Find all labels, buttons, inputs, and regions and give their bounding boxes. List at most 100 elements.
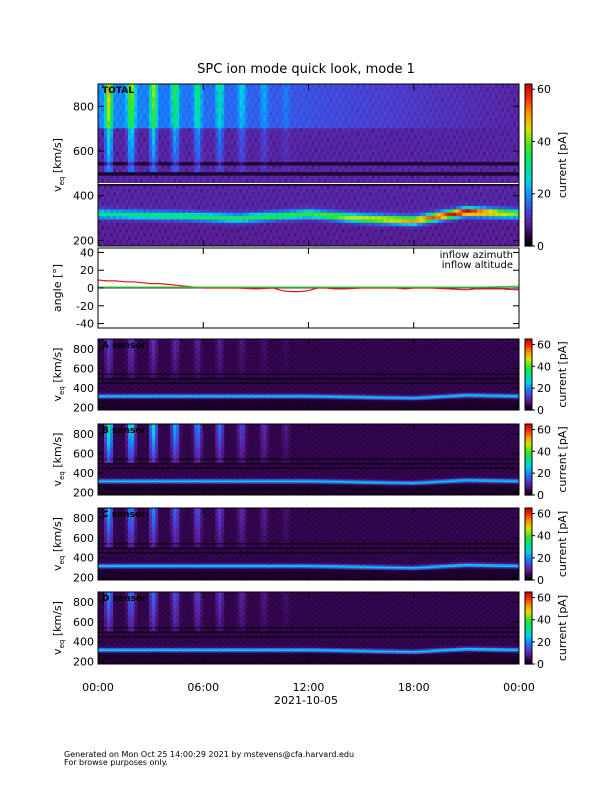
heatmap-cell xyxy=(140,229,144,233)
heatmap-cell xyxy=(305,233,309,237)
heatmap-cell xyxy=(260,162,264,166)
heatmap-cell xyxy=(381,206,385,210)
heatmap-cell xyxy=(321,226,325,230)
heatmap-cell xyxy=(399,125,403,129)
heatmap-cell xyxy=(324,135,328,139)
heatmap-cell xyxy=(248,202,252,206)
heatmap-cell xyxy=(113,175,117,179)
heatmap-cell xyxy=(272,195,276,199)
heatmap-cell xyxy=(275,135,279,139)
heatmap-cell xyxy=(197,219,201,223)
heatmap-cell xyxy=(354,189,358,193)
heatmap-cell xyxy=(149,158,153,162)
heatmap-cell xyxy=(167,148,171,152)
heatmap-cell xyxy=(209,94,213,98)
heatmap-cell xyxy=(345,202,349,206)
heatmap-cell xyxy=(221,148,225,152)
heatmap-cell xyxy=(233,179,237,183)
heatmap-cell xyxy=(366,216,370,220)
heatmap-cell xyxy=(194,84,198,88)
heatmap-cell xyxy=(281,101,285,105)
heatmap-cell xyxy=(296,185,300,189)
heatmap-cell xyxy=(345,158,349,162)
heatmap-cell xyxy=(158,111,162,115)
heatmap-cell xyxy=(230,87,234,91)
heatmap-cell xyxy=(269,229,273,233)
heatmap-cell xyxy=(360,226,364,230)
heatmap-cell xyxy=(122,172,126,176)
heatmap-cell xyxy=(375,125,379,129)
heatmap-cell xyxy=(369,128,373,132)
heatmap-cell xyxy=(312,222,316,226)
heatmap-cell xyxy=(284,192,288,196)
heatmap-cell xyxy=(305,111,309,115)
heatmap-cell xyxy=(215,236,219,240)
heatmap-cell xyxy=(351,206,355,210)
heatmap-cell xyxy=(363,152,367,156)
heatmap-cell xyxy=(254,236,258,240)
heatmap-cell xyxy=(387,114,391,118)
heatmap-cell xyxy=(305,199,309,203)
heatmap-cell xyxy=(239,162,243,166)
heatmap-cell xyxy=(342,111,346,115)
heatmap-cell xyxy=(116,131,120,135)
heatmap-cell xyxy=(405,125,409,129)
heatmap-cell xyxy=(390,108,394,112)
heatmap-cell xyxy=(176,209,180,213)
heatmap-cell xyxy=(263,202,267,206)
heatmap-cell xyxy=(360,212,364,216)
heatmap-cell xyxy=(351,108,355,112)
heatmap-cell xyxy=(152,101,156,105)
heatmap-cell xyxy=(363,212,367,216)
heatmap-cell xyxy=(357,229,361,233)
heatmap-cell xyxy=(119,121,123,125)
heatmap-cell xyxy=(239,236,243,240)
heatmap-cell xyxy=(209,101,213,105)
heatmap-cell xyxy=(149,192,153,196)
heatmap-cell xyxy=(393,118,397,122)
heatmap-cell xyxy=(182,121,186,125)
heatmap-cell xyxy=(155,165,159,169)
heatmap-cell xyxy=(110,108,114,112)
heatmap-cell xyxy=(113,209,117,213)
heatmap-cell xyxy=(149,138,153,142)
heatmap-cell xyxy=(263,135,267,139)
heatmap-cell xyxy=(206,165,210,169)
heatmap-cell xyxy=(408,128,412,132)
heatmap-cell xyxy=(390,104,394,108)
heatmap-cell xyxy=(233,94,237,98)
heatmap-cell xyxy=(396,125,400,129)
heatmap-cell xyxy=(236,165,240,169)
heatmap-cell xyxy=(287,152,291,156)
heatmap-cell xyxy=(299,216,303,220)
heatmap-cell xyxy=(116,239,120,243)
heatmap-cell xyxy=(372,209,376,213)
heatmap-cell xyxy=(227,87,231,91)
heatmap-cell xyxy=(197,148,201,152)
heatmap-cell xyxy=(224,168,228,172)
heatmap-cell xyxy=(170,222,174,226)
heatmap-cell xyxy=(113,212,117,216)
heatmap-cell xyxy=(363,199,367,203)
heatmap-cell xyxy=(327,87,331,91)
heatmap-cell xyxy=(354,185,358,189)
heatmap-cell xyxy=(309,114,313,118)
heatmap-cell xyxy=(408,148,412,152)
heatmap-cell xyxy=(212,239,216,243)
heatmap-cell xyxy=(324,222,328,226)
heatmap-cell xyxy=(227,206,231,210)
heatmap-cell xyxy=(312,141,316,145)
heatmap-cell xyxy=(405,104,409,108)
heatmap-cell xyxy=(122,145,126,149)
heatmap-cell xyxy=(305,226,309,230)
heatmap-cell xyxy=(188,209,192,213)
heatmap-cell xyxy=(98,219,102,223)
heatmap-cell xyxy=(155,233,159,237)
heatmap-cell xyxy=(305,138,309,142)
heatmap-cell xyxy=(366,179,370,183)
heatmap-cell xyxy=(284,233,288,237)
heatmap-cell xyxy=(384,128,388,132)
heatmap-cell xyxy=(254,206,258,210)
heatmap-cell xyxy=(143,135,147,139)
heatmap-cell xyxy=(272,111,276,115)
